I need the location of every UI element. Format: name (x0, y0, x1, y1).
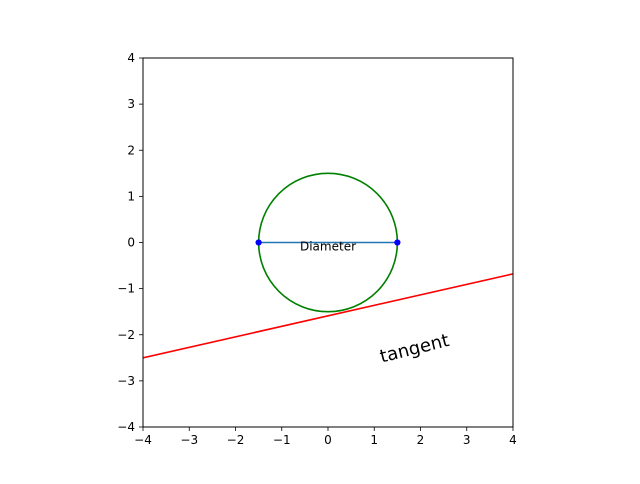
y-tick-label: 3 (127, 97, 135, 111)
plot-area (143, 172, 513, 359)
diameter-annotation: Diameter (300, 239, 356, 253)
axis-ticks: −4 −3 −2 −1 0 1 2 3 4 −4 −3 −2 −1 0 1 2 3 4 (117, 51, 517, 447)
diameter-endpoint-marker (394, 239, 401, 246)
y-tick-label: −4 (117, 420, 135, 434)
annotations: Diameter tangent (300, 239, 451, 367)
x-tick-label: 2 (417, 433, 425, 447)
y-tick-label: −1 (117, 282, 135, 296)
diameter-endpoint-marker (255, 239, 262, 246)
x-tick-label: 4 (509, 433, 517, 447)
x-tick-label: 1 (370, 433, 378, 447)
y-tick-label: 1 (127, 189, 135, 203)
x-tick-label: 0 (324, 433, 332, 447)
x-tick-label: −4 (134, 433, 152, 447)
x-tick-label: −2 (227, 433, 245, 447)
y-tick-label: −3 (117, 374, 135, 388)
x-tick-label: −1 (273, 433, 291, 447)
x-tick-label: −3 (180, 433, 198, 447)
tangent-line (143, 273, 513, 359)
y-tick-label: 2 (127, 143, 135, 157)
y-tick-label: −2 (117, 328, 135, 342)
tangent-annotation: tangent (378, 330, 451, 367)
y-tick-label: 0 (127, 236, 135, 250)
y-tick-label: 4 (127, 51, 135, 65)
x-tick-label: 3 (463, 433, 471, 447)
